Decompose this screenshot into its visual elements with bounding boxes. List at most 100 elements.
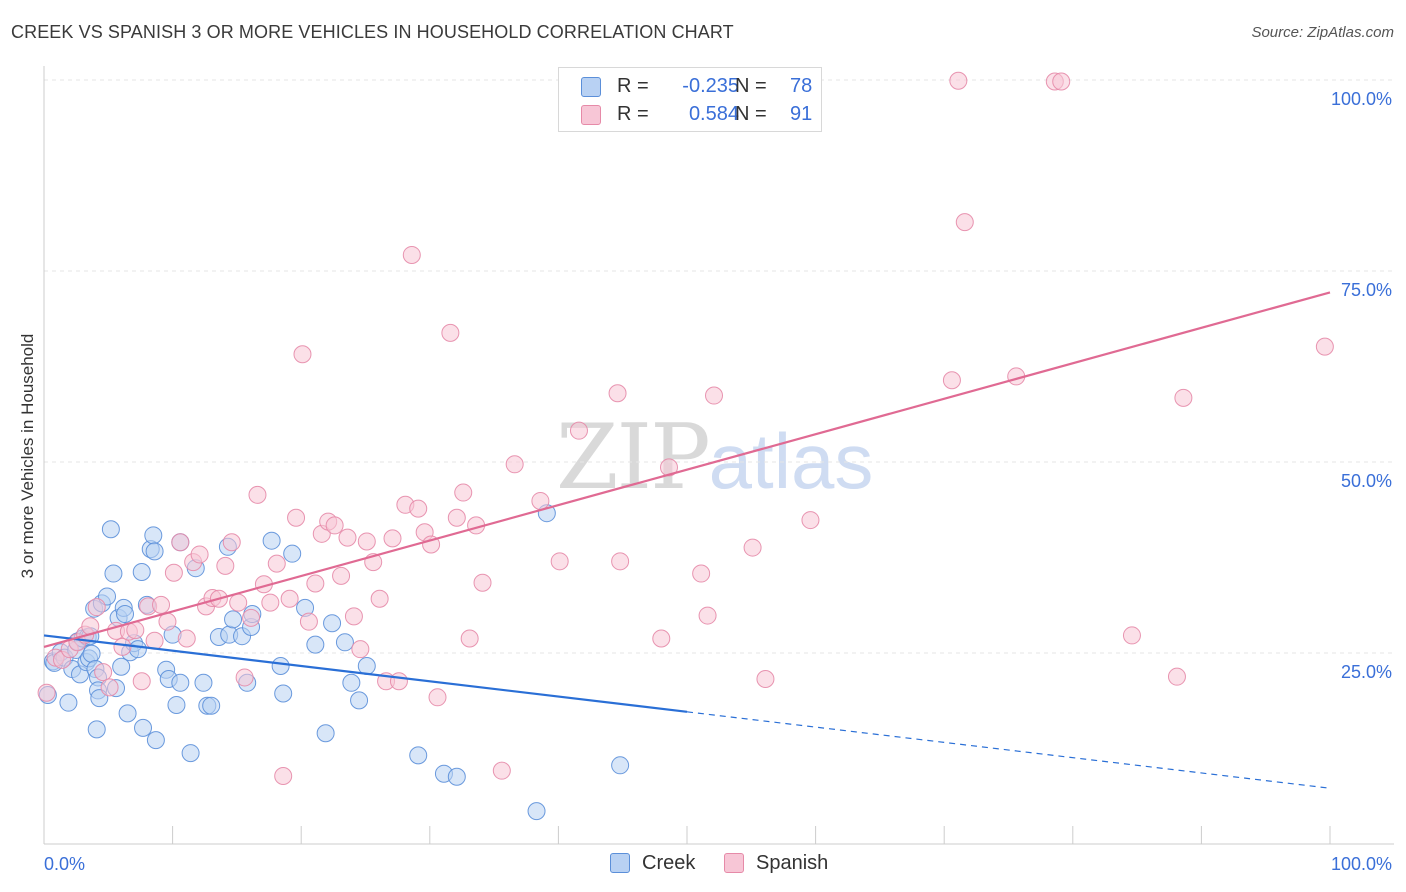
- spanish-point: [652, 629, 671, 648]
- axes: [43, 66, 1394, 845]
- spanish-point: [152, 595, 171, 614]
- creek-point: [271, 656, 290, 675]
- creek-legend-label: Creek: [642, 852, 696, 874]
- creek-point: [82, 644, 101, 663]
- spanish-point: [280, 589, 299, 608]
- spanish-point: [216, 556, 235, 575]
- spanish-point: [705, 386, 724, 405]
- spanish-point: [306, 574, 325, 593]
- creek-point: [283, 544, 302, 563]
- spanish-point: [1052, 72, 1071, 91]
- creek-point: [171, 673, 190, 692]
- spanish-point: [370, 589, 389, 608]
- creek-point: [224, 610, 243, 629]
- creek-point: [145, 542, 164, 561]
- spanish-point: [505, 455, 524, 474]
- spanish-point: [460, 629, 479, 648]
- spanish-point: [287, 508, 306, 527]
- spanish-point: [955, 213, 974, 232]
- creek-point: [128, 640, 147, 659]
- creek-point: [527, 802, 546, 821]
- tick-labels: 25.0% 50.0% 75.0% 100.0% 0.0% 100.0%: [44, 89, 1392, 874]
- spanish-points: [37, 71, 1334, 786]
- spanish-point: [171, 533, 190, 552]
- spanish-point: [550, 552, 569, 571]
- spanish-point: [158, 612, 177, 631]
- spanish-point: [242, 608, 261, 627]
- creek-point: [306, 635, 325, 654]
- creek-point: [274, 684, 293, 703]
- spanish-point: [428, 688, 447, 707]
- creek-point: [181, 744, 200, 763]
- spanish-point: [113, 637, 132, 656]
- creek-point: [262, 531, 281, 550]
- spanish-point: [441, 323, 460, 342]
- spanish-point: [1174, 388, 1193, 407]
- spanish-point: [100, 678, 119, 697]
- creek-point: [146, 731, 165, 750]
- spanish-point: [261, 593, 280, 612]
- spanish-point: [235, 668, 254, 687]
- spanish-point: [344, 607, 363, 626]
- spanish-point: [801, 511, 820, 530]
- spanish-point: [473, 573, 492, 592]
- spanish-point: [87, 598, 106, 617]
- creek-point: [447, 767, 466, 786]
- creek-point: [316, 724, 335, 743]
- spanish-point: [274, 767, 293, 786]
- creek-point: [335, 633, 354, 652]
- spanish-point: [132, 672, 151, 691]
- creek-r-value: -0.235: [682, 75, 739, 97]
- creek-trend-extension: [686, 711, 1331, 789]
- spanish-point: [1167, 667, 1186, 686]
- spanish-swatch: [581, 105, 601, 125]
- creek-point: [59, 693, 78, 712]
- spanish-point: [248, 485, 267, 504]
- spanish-point: [447, 508, 466, 527]
- spanish-point: [389, 672, 408, 691]
- source-note: Source: ZipAtlas.com: [1251, 24, 1394, 41]
- spanish-point: [229, 593, 248, 612]
- y-tick-label: 100.0%: [1331, 89, 1392, 109]
- x-tick-label: 100.0%: [1331, 854, 1392, 874]
- creek-point: [323, 614, 342, 633]
- spanish-point: [325, 516, 344, 535]
- spanish-point: [569, 421, 588, 440]
- spanish-point: [698, 606, 717, 625]
- spanish-point: [177, 629, 196, 648]
- spanish-n-label: N =: [735, 103, 767, 125]
- spanish-point: [942, 371, 961, 390]
- spanish-point: [267, 554, 286, 573]
- gridlines: [44, 79, 1394, 654]
- spanish-point: [293, 345, 312, 364]
- spanish-point: [492, 761, 511, 780]
- creek-point: [194, 673, 213, 692]
- creek-point: [167, 695, 186, 714]
- creek-points: [38, 504, 630, 821]
- spanish-legend-swatch: [724, 853, 744, 873]
- spanish-point: [94, 663, 113, 682]
- spanish-point: [531, 491, 550, 510]
- spanish-r-label: R =: [617, 103, 649, 125]
- creek-point: [409, 746, 428, 765]
- spanish-point: [351, 640, 370, 659]
- spanish-point: [164, 563, 183, 582]
- spanish-n-value: 91: [790, 103, 813, 125]
- spanish-point: [659, 458, 678, 477]
- creek-point: [342, 673, 361, 692]
- creek-swatch: [581, 77, 601, 97]
- creek-point: [118, 704, 137, 723]
- watermark: ZIPatlas: [556, 405, 873, 510]
- spanish-point: [756, 669, 775, 688]
- spanish-point: [611, 552, 630, 571]
- creek-point: [101, 520, 120, 539]
- spanish-point: [409, 499, 428, 518]
- y-tick-label: 75.0%: [1341, 280, 1392, 300]
- trend-lines: [43, 291, 1331, 789]
- y-tick-label: 25.0%: [1341, 662, 1392, 682]
- watermark-atlas: atlas: [708, 417, 874, 505]
- spanish-point: [1122, 626, 1141, 645]
- creek-trend-line: [43, 634, 688, 713]
- spanish-r-value: 0.584: [688, 103, 739, 125]
